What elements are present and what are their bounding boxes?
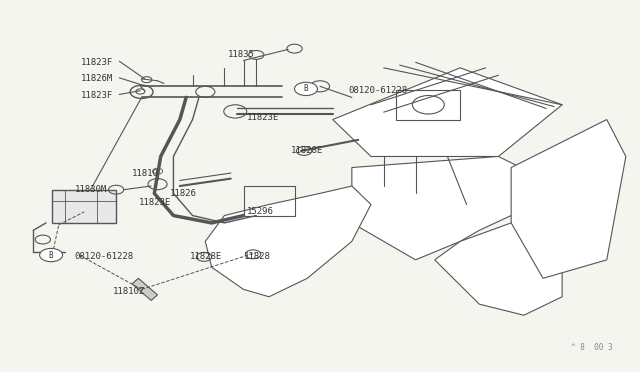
- Bar: [52, 190, 116, 223]
- Text: 15296: 15296: [246, 207, 273, 217]
- Text: B: B: [49, 251, 53, 260]
- Text: 11828E: 11828E: [291, 147, 324, 155]
- Polygon shape: [132, 278, 157, 301]
- Text: B: B: [303, 84, 308, 93]
- Text: ^ 8  00 3: ^ 8 00 3: [572, 343, 613, 352]
- Circle shape: [136, 89, 145, 94]
- Text: 11823F: 11823F: [81, 58, 113, 67]
- Text: 11823E: 11823E: [246, 113, 279, 122]
- Text: 11828: 11828: [244, 251, 271, 261]
- Polygon shape: [511, 119, 626, 278]
- Bar: [396, 90, 460, 119]
- Text: 11823F: 11823F: [81, 91, 113, 100]
- Text: 11826: 11826: [170, 189, 197, 198]
- Text: 11810Z: 11810Z: [113, 287, 145, 296]
- Polygon shape: [435, 167, 562, 315]
- Text: 11810: 11810: [132, 169, 159, 177]
- Text: 11828E: 11828E: [189, 251, 221, 261]
- Text: 08120-61228: 08120-61228: [75, 251, 134, 261]
- Polygon shape: [205, 186, 371, 297]
- Polygon shape: [333, 68, 562, 157]
- Polygon shape: [352, 157, 543, 260]
- Text: 11826M: 11826M: [81, 74, 113, 83]
- Bar: [244, 186, 294, 215]
- Text: 11830M: 11830M: [75, 185, 107, 194]
- Circle shape: [294, 82, 317, 96]
- Text: 11835: 11835: [228, 51, 255, 60]
- Circle shape: [141, 77, 152, 83]
- Text: 08120-61228: 08120-61228: [349, 86, 408, 94]
- Text: 11823E: 11823E: [138, 198, 171, 207]
- Circle shape: [40, 248, 63, 262]
